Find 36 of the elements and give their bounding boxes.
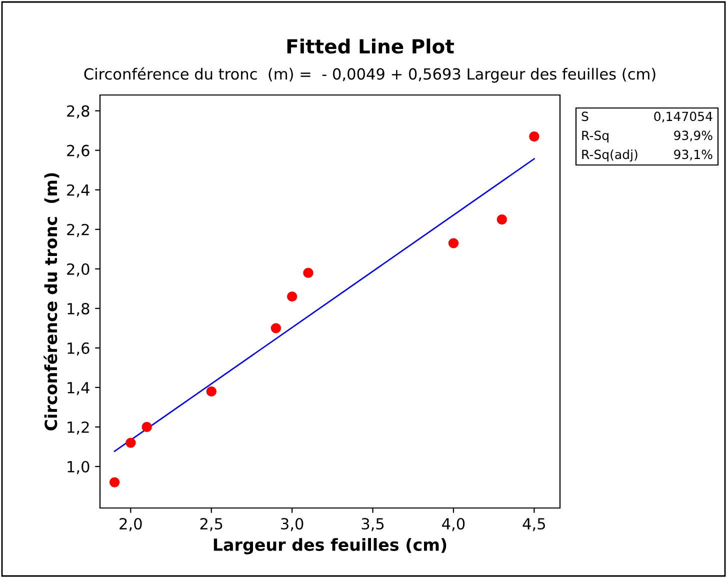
text: 0,147054 xyxy=(654,112,712,122)
text: R-Sq(adj) xyxy=(582,149,638,162)
y-tick-label: 1,0 xyxy=(68,460,90,474)
point xyxy=(126,438,136,448)
x-tick-label: 2,0 xyxy=(120,518,142,532)
chart-subtitle: Circonférence du tronc (m) = - 0,0049 + 0,5693 Largeur des feuilles (cm) xyxy=(84,67,656,83)
point xyxy=(286,291,298,302)
x-tick-label: 3,5 xyxy=(362,518,384,532)
point xyxy=(448,238,459,248)
point xyxy=(142,422,152,432)
y-tick-label: 2,0 xyxy=(67,263,90,276)
text: 93,1% xyxy=(674,150,712,160)
point xyxy=(109,477,120,488)
y-axis-title: Circonférence du tronc (m) xyxy=(44,173,60,430)
x-tick-label: 2,5 xyxy=(200,518,222,532)
text: S xyxy=(582,112,588,122)
y-tick-label: 1,6 xyxy=(68,342,90,356)
x-axis-title: Largeur des feuilles (cm) xyxy=(214,538,446,554)
y-tick-label: 1,4 xyxy=(68,382,90,396)
x-tick-label: 4,5 xyxy=(522,518,545,532)
point xyxy=(270,323,282,334)
text: R-Sq xyxy=(582,130,608,143)
y-tick-label: 2,2 xyxy=(67,224,89,237)
y-tick-label: 1,8 xyxy=(68,302,90,316)
text: 93,9% xyxy=(674,130,712,142)
point xyxy=(496,214,507,225)
y-tick-label: 1,2 xyxy=(68,421,89,435)
point xyxy=(303,268,314,278)
chart-title: Fitted Line Plot xyxy=(287,38,454,54)
point xyxy=(529,131,540,142)
point xyxy=(206,386,216,396)
y-tick-label: 2,4 xyxy=(67,184,90,198)
y-tick-label: 2,8 xyxy=(67,105,90,118)
x-tick-label: 4,0 xyxy=(442,518,465,532)
y-tick-label: 2,6 xyxy=(67,144,90,158)
x-tick-label: 3,0 xyxy=(281,518,304,532)
